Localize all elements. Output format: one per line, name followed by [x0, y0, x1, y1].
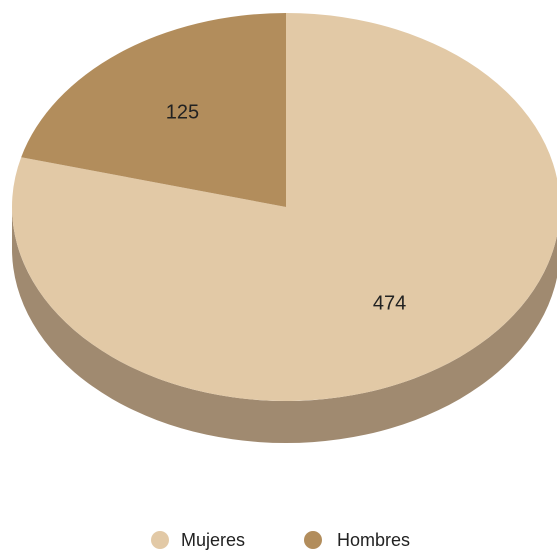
pie-depth-group — [12, 207, 557, 443]
legend-label-mujeres: Mujeres — [181, 530, 245, 550]
data-label-hombres: 125 — [166, 102, 199, 124]
data-label-mujeres: 474 — [373, 292, 406, 314]
pie-side-mujeres — [12, 207, 557, 443]
legend-label-hombres: Hombres — [337, 530, 410, 550]
legend: Mujeres Hombres — [151, 530, 410, 550]
pie-slice-mujeres[interactable] — [12, 13, 557, 401]
pie-slices-group — [12, 13, 557, 401]
legend-swatch-mujeres — [151, 531, 169, 549]
data-labels-group: 474 125 — [166, 102, 407, 315]
legend-swatch-hombres — [304, 531, 322, 549]
pie-slice-hombres[interactable] — [21, 13, 287, 207]
